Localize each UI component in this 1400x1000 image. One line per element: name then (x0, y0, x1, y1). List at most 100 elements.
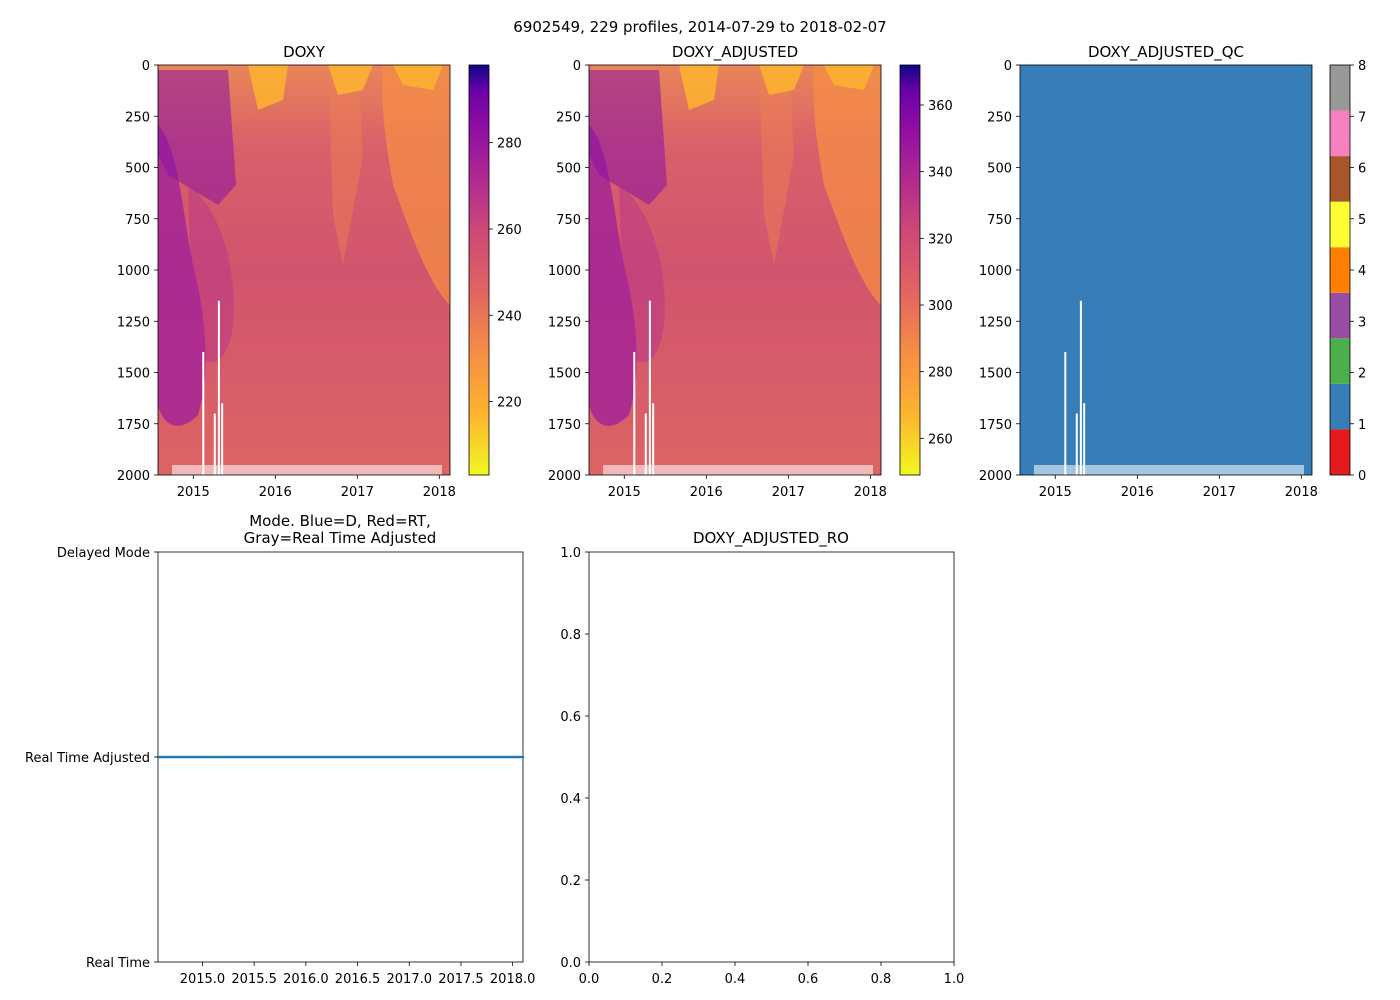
heatmap-orange-east (813, 65, 881, 305)
panel-qc-colorbar (1330, 65, 1350, 475)
panel-mode-title-line1: Mode. Blue=D, Red=RT, (249, 512, 431, 530)
panel-doxy-title: DOXY (283, 43, 326, 61)
ro-xtick-label-0.0: 0.0 (579, 972, 600, 987)
panel-doxy-adjusted-ytick-label-2000: 2000 (548, 469, 581, 484)
panel-doxy-adjusted-ytick-label-1500: 1500 (548, 367, 581, 382)
heatmap-gap-2 (1079, 300, 1082, 475)
panel-qc-xtick-label-2017: 2017 (1203, 485, 1236, 500)
panel-doxy-adjusted-cbar-label-300: 300 (928, 299, 953, 314)
panel-doxy-ytick-label-500: 500 (125, 162, 150, 177)
heatmap-yellow-surface (679, 65, 874, 110)
heatmap-gap-0 (633, 352, 636, 475)
panel-qc-xtick-label-2015: 2015 (1039, 485, 1072, 500)
panel-doxy-yaxis: 0 250 500 750 1000 1250 1500 1750 2000 (117, 59, 158, 484)
mode-ytick-label-0: Real Time (86, 956, 150, 971)
ro-ytick-label-0.0: 0.0 (560, 956, 581, 971)
panel-ro-frame (588, 551, 955, 963)
panel-doxy-ytick-label-750: 750 (125, 213, 150, 228)
ro-xtick-label-1.0: 1.0 (944, 972, 965, 987)
qc-cbar-label-4: 4 (1358, 264, 1366, 279)
panel-ro-title: DOXY_ADJUSTED_RO (693, 529, 849, 548)
panel-qc-heatmap (1020, 65, 1312, 475)
panel-ro: DOXY_ADJUSTED_RO 0.00.20.40.60.81.0 0.0 0… (560, 529, 964, 987)
qc-colorbar-segment-4 (1330, 247, 1350, 293)
heatmap-orange-streak (759, 65, 794, 265)
panel-doxy-adjusted-cbar-label-260: 260 (928, 432, 953, 447)
mode-xtick-label-2017.0: 2017.0 (387, 972, 433, 987)
panel-doxy-adjusted-cbar-label-360: 360 (928, 99, 953, 114)
panel-qc-ytick-label-0: 0 (1004, 59, 1012, 74)
panel-doxy-ytick-label-1500: 1500 (117, 367, 150, 382)
qc-colorbar-segment-1 (1330, 383, 1350, 430)
ro-xtick-label-0.4: 0.4 (725, 972, 746, 987)
heatmap-bottom-dashes (1034, 465, 1304, 475)
qc-colorbar-segment-6 (1330, 156, 1350, 202)
panel-doxy-adjusted-cbar-label-320: 320 (928, 232, 953, 247)
panel-doxy-ytick-label-250: 250 (125, 110, 150, 125)
panel-mode: Mode. Blue=D, Red=RT, Gray=Real Time Adj… (25, 512, 535, 987)
mode-point-228 (521, 755, 525, 759)
panel-doxy-adjusted-xtick-label-2018: 2018 (854, 485, 887, 500)
figure-suptitle: 6902549, 229 profiles, 2014-07-29 to 201… (513, 18, 886, 36)
panel-mode-yaxis: Real Time Real Time Adjusted Delayed Mode (25, 546, 158, 971)
qc-cbar-label-5: 5 (1358, 213, 1366, 228)
heatmap-bottom-dashes (603, 465, 873, 475)
panel-doxy: DOXY 0 250 500 750 1000 1250 1500 1750 2000 2015… (117, 43, 522, 500)
panel-doxy-ytick-label-2000: 2000 (117, 469, 150, 484)
mode-xtick-label-2015.5: 2015.5 (231, 972, 277, 987)
panel-doxy-adjusted: DOXY_ADJUSTED 0 250 500 750 1000 1250 1500 1750… (548, 43, 953, 500)
ro-ytick-label-0.8: 0.8 (560, 628, 581, 643)
heatmap-orange-streak (328, 65, 363, 265)
panel-qc-title: DOXY_ADJUSTED_QC (1088, 43, 1244, 62)
panel-qc-ytick-label-750: 750 (987, 213, 1012, 228)
panel-doxy-adjusted-xtick-label-2017: 2017 (772, 485, 805, 500)
heatmap-gaps (202, 300, 224, 475)
panel-doxy-adjusted-xaxis: 2015 2016 2017 2018 (608, 475, 887, 500)
panel-mode-title-line2: Gray=Real Time Adjusted (244, 529, 437, 547)
panel-doxy-ytick-label-1000: 1000 (117, 264, 150, 279)
qc-cbar-label-7: 7 (1358, 110, 1366, 125)
heatmap-gap-1 (644, 413, 647, 475)
panel-qc-ytick-label-2000: 2000 (979, 469, 1012, 484)
qc-cbar-label-1: 1 (1358, 418, 1366, 433)
heatmap-surface-purple-patch (158, 70, 236, 205)
qc-colorbar-segment-2 (1330, 338, 1350, 384)
panel-qc-xtick-label-2016: 2016 (1121, 485, 1154, 500)
panel-doxy-cbar-label-240: 240 (497, 309, 522, 324)
panel-doxy-heatmap (158, 65, 450, 475)
heatmap-deep-purple-patch (589, 125, 637, 426)
panel-doxy-adjusted-heatmap (589, 65, 881, 475)
panel-doxy-adjusted-colorbar-ticks: 260 280 300 320 340 360 (920, 99, 953, 447)
panel-doxy-cbar-label-280: 280 (497, 137, 522, 152)
qc-colorbar-segment-8 (1330, 65, 1350, 111)
mode-xtick-label-2018.0: 2018.0 (490, 972, 536, 987)
heatmap-yellow-surface (248, 65, 443, 110)
heatmap-surface-purple-patch (589, 70, 667, 205)
panel-doxy-colorbar-ticks: 220 240 260 280 (489, 137, 522, 411)
panel-doxy-adjusted-xtick-label-2016: 2016 (690, 485, 723, 500)
panel-mode-points (156, 755, 525, 759)
heatmap-gaps (633, 300, 655, 475)
panel-qc-xaxis: 2015 2016 2017 2018 (1039, 475, 1318, 500)
qc-cbar-label-2: 2 (1358, 367, 1366, 382)
heatmap-gap-2 (648, 300, 651, 475)
panel-doxy-ytick-label-0: 0 (142, 59, 150, 74)
heatmap-mid-magenta-patch (188, 185, 234, 363)
heatmap-mid-magenta-patch (619, 185, 665, 363)
panel-ro-xaxis: 0.0 0.2 0.4 0.6 0.8 1.0 (579, 962, 965, 987)
qc-cbar-label-3: 3 (1358, 315, 1366, 330)
panel-doxy-adjusted-cbar-label-280: 280 (928, 366, 953, 381)
panel-doxy-xtick-label-2016: 2016 (259, 485, 292, 500)
qc-colorbar-segment-3 (1330, 292, 1350, 339)
panel-qc-ytick-label-1000: 1000 (979, 264, 1012, 279)
mode-ytick-label-2: Delayed Mode (57, 546, 150, 561)
qc-colorbar-segment-7 (1330, 110, 1350, 157)
heatmap-gap-1 (213, 413, 216, 475)
qc-colorbar-segment-0 (1330, 429, 1350, 475)
panel-doxy-adjusted-ytick-label-1750: 1750 (548, 418, 581, 433)
panel-doxy-adjusted-ytick-label-250: 250 (556, 110, 581, 125)
qc-cbar-label-6: 6 (1358, 162, 1366, 177)
panel-doxy-adjusted-ytick-label-1000: 1000 (548, 264, 581, 279)
panel-qc-ytick-label-250: 250 (987, 110, 1012, 125)
